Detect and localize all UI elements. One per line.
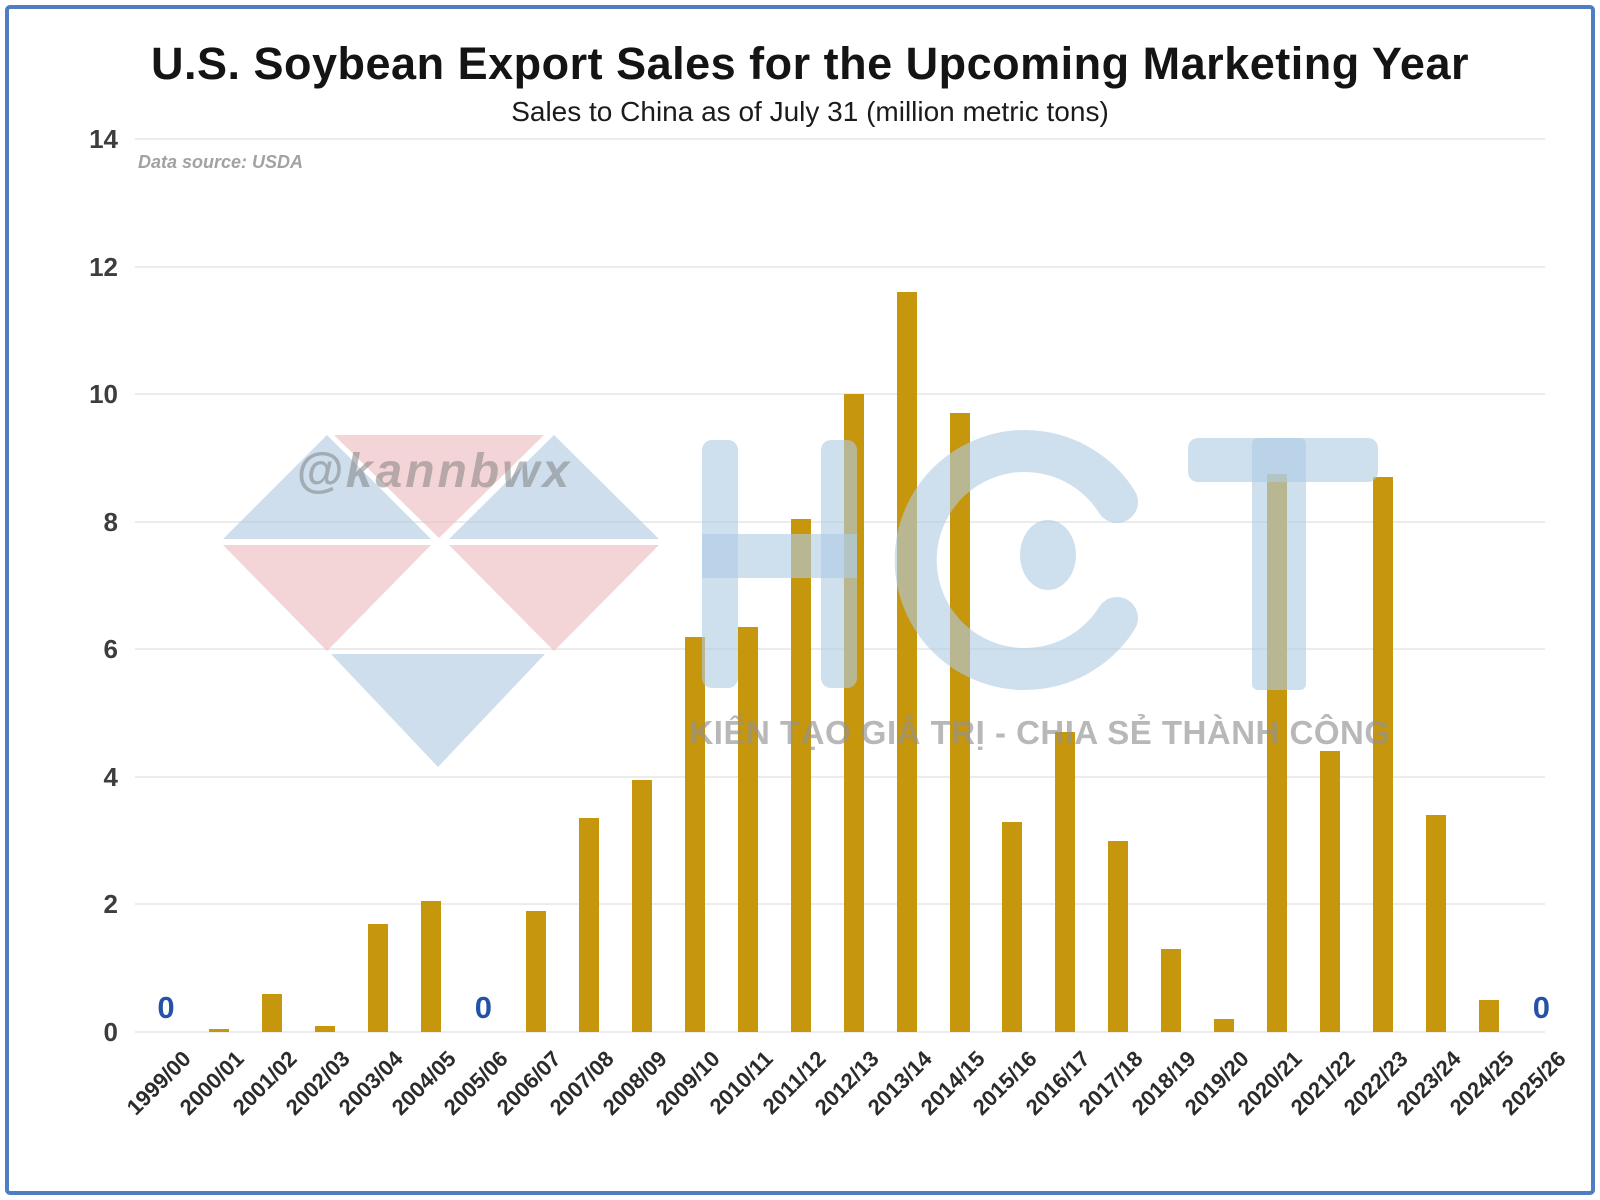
y-axis-tick-label: 4 [103,761,118,792]
bar [632,780,653,1032]
gridline [135,903,1545,906]
bar [685,636,705,1032]
bar [896,292,917,1032]
y-axis-tick-label: 14 [89,124,118,154]
bar [1002,821,1023,1032]
zero-value-label: 0 [1532,990,1551,1025]
bar [1425,815,1446,1032]
bar [949,413,970,1032]
gridline [135,648,1545,651]
bar [526,910,547,1032]
bar [1108,840,1129,1032]
data-source-note: Data source: USDA [138,152,304,172]
gridline [135,775,1545,778]
y-axis-tick-label: 12 [89,251,118,282]
bar [579,818,600,1032]
bar [1319,751,1340,1032]
gridline [135,265,1545,268]
y-axis-tick-label: 0 [103,1017,118,1047]
zero-value-label: 0 [157,990,175,1025]
gridline [135,138,1545,140]
bar [1372,477,1393,1032]
bar [314,1025,335,1032]
zero-value-label: 0 [474,990,493,1025]
y-axis-tick-label: 10 [89,379,118,410]
bar [1161,949,1182,1032]
gridline [135,393,1545,396]
y-axis-tick-label: 2 [103,889,118,920]
y-axis-tick-label: 8 [103,506,118,537]
y-axis-tick-label: 6 [103,634,118,665]
bar [1214,1019,1234,1032]
bar [208,1028,229,1032]
bar [1478,1000,1499,1032]
chart-subtitle: Sales to China as of July 31 (million me… [511,96,1109,127]
bar [420,901,441,1032]
bar [1055,732,1076,1032]
gridline [135,520,1545,523]
bar [737,626,758,1032]
chart-title: U.S. Soybean Export Sales for the Upcomi… [150,38,1469,89]
bar [367,923,388,1032]
bar [261,993,282,1032]
bar [790,518,811,1032]
bar [843,394,864,1032]
gridline [135,1031,1545,1033]
bar [1266,473,1287,1032]
